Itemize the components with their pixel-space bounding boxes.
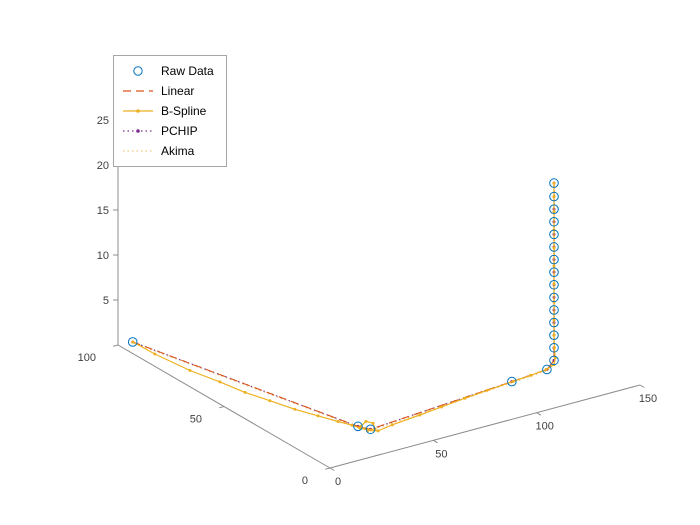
legend-item-akima: Akima: [122, 141, 214, 161]
legend-label-pchip: PCHIP: [161, 124, 198, 138]
svg-text:0: 0: [335, 476, 341, 488]
legend-item-b-spline: B-Spline: [122, 101, 214, 121]
svg-text:100: 100: [535, 421, 553, 433]
raw-data-marker-icon: [133, 66, 143, 76]
legend-item-linear: Linear: [122, 81, 214, 101]
legend-label-akima: Akima: [161, 144, 195, 158]
legend-label-linear: Linear: [161, 84, 195, 98]
legend: Raw Data Linear B-Spline PCHIP Akima: [113, 55, 227, 167]
b-spline-line-icon: [123, 109, 153, 113]
svg-text:10: 10: [97, 250, 109, 262]
svg-text:20: 20: [97, 160, 109, 172]
legend-label-raw-data: Raw Data: [161, 64, 214, 78]
akima-line-icon: [123, 150, 153, 152]
legend-item-raw-data: Raw Data: [122, 61, 214, 81]
linear-line-icon: [123, 90, 153, 92]
svg-text:50: 50: [190, 414, 202, 426]
svg-text:25: 25: [97, 115, 109, 127]
legend-item-pchip: PCHIP: [122, 121, 214, 141]
svg-text:150: 150: [639, 393, 657, 405]
legend-label-b-spline: B-Spline: [161, 104, 207, 118]
svg-text:5: 5: [103, 295, 109, 307]
pchip-line-icon: [123, 129, 153, 133]
svg-text:15: 15: [97, 205, 109, 217]
svg-text:0: 0: [302, 475, 308, 487]
svg-text:100: 100: [78, 352, 96, 364]
svg-text:50: 50: [435, 448, 447, 460]
